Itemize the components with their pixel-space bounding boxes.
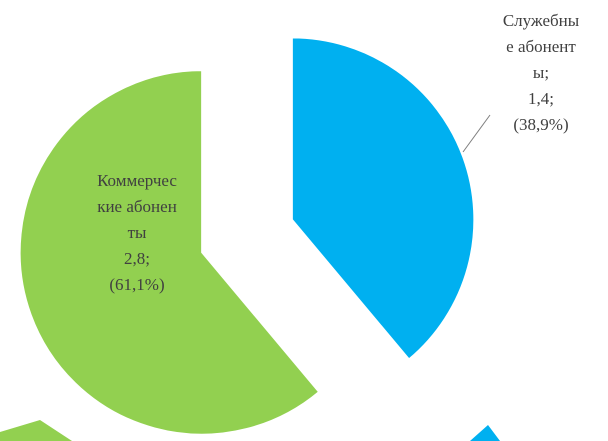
leader-line xyxy=(462,114,491,153)
label-percent: (61,1%) xyxy=(109,275,165,294)
pie-slice xyxy=(291,36,475,361)
label-value: 2,8; xyxy=(124,249,150,268)
label-name: Коммерческие абоненты xyxy=(97,171,177,242)
label-value: 1,4; xyxy=(528,89,554,108)
decor-triangle xyxy=(470,425,500,441)
pie-slice xyxy=(19,69,320,436)
data-label: Коммерческие абоненты 2,8; (61,1%) xyxy=(96,168,178,298)
label-name: Служебные абоненты; xyxy=(502,11,580,82)
data-label: Служебные абоненты; 1,4; (38,9%) xyxy=(500,8,582,138)
decor-triangle xyxy=(0,420,72,441)
label-percent: (38,9%) xyxy=(513,115,569,134)
